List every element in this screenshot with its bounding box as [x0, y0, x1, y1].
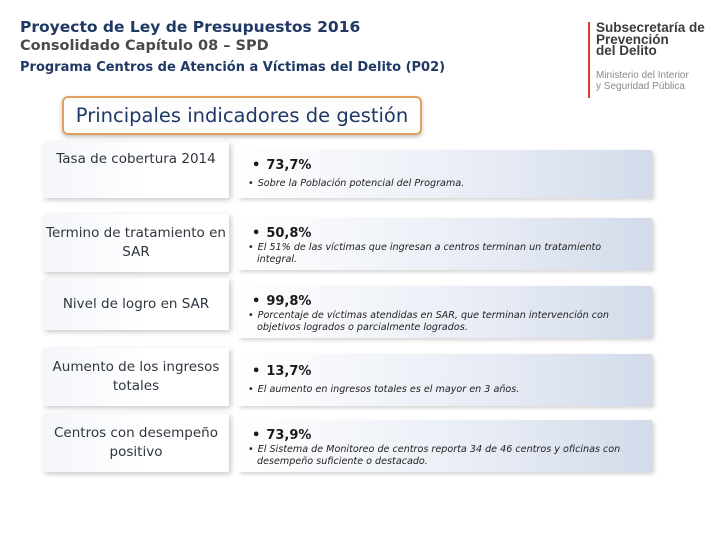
indicator-note: • El Sistema de Monitoreo de centros repo…	[248, 444, 621, 467]
indicator-note: • El 51% de las víctimas que ingresan a c…	[248, 242, 602, 265]
indicator-label: Nivel de logro en SAR	[62, 295, 210, 312]
indicator-detail-box: • 99,8% • Porcentaje de víctimas atendidas…	[238, 286, 652, 338]
indicator-label-box: Aumento de los ingresos totales	[43, 348, 229, 406]
indicator-label-box: Centros con desempeño positivo	[43, 414, 229, 472]
indicator-detail-box: • 73,9% • El Sistema de Monitoreo de centr…	[238, 420, 652, 472]
indicator-label: Aumento de los ingresos totales	[52, 359, 220, 394]
indicator-note: • Sobre la Población potencial del Progra…	[248, 178, 465, 189]
indicator-value: • 99,8%	[252, 294, 312, 309]
indicator-note: • Porcentaje de víctimas atendidas en SAR…	[248, 310, 610, 333]
indicator-label-box: Termino de tratamiento en SAR	[43, 214, 229, 272]
indicator-value: • 50,8%	[252, 226, 312, 241]
logo-name: Subsecretaría de Prevención del Delito	[596, 20, 705, 58]
indicator-detail-box: • 73,7% • Sobre la Población potencial del…	[238, 150, 652, 198]
header: Proyecto de Ley de Presupuestos 2016 Con…	[20, 18, 445, 77]
section-title-box: Principales indicadores de gestión	[62, 96, 422, 135]
indicator-label-box: Tasa de cobertura 2014	[43, 142, 229, 198]
indicator-value: • 73,9%	[252, 428, 312, 443]
indicator-detail-box: • 13,7% • El aumento en ingresos totales e…	[238, 354, 652, 406]
section-title: Principales indicadores de gestión	[75, 104, 409, 127]
indicator-label: Termino de tratamiento en SAR	[46, 225, 226, 260]
page-title: Proyecto de Ley de Presupuestos 2016	[20, 18, 361, 36]
program-name: Programa Centros de Atención a Víctimas …	[20, 60, 446, 75]
indicator-label: Tasa de cobertura 2014	[56, 151, 216, 167]
logo-ministry: Ministerio del Interior y Seguridad Públ…	[596, 70, 689, 92]
indicator-label: Centros con desempeño positivo	[53, 425, 218, 460]
indicator-detail-box: • 50,8% • El 51% de las víctimas que ingre…	[238, 218, 652, 270]
page-subtitle: Consolidado Capítulo 08 – SPD	[20, 38, 269, 54]
indicator-label-box: Nivel de logro en SAR	[43, 278, 229, 330]
logo-accent-bar	[588, 22, 590, 98]
indicator-value: • 73,7%	[252, 158, 312, 173]
indicator-value: • 13,7%	[252, 364, 312, 379]
indicator-note: • El aumento en ingresos totales es el ma…	[248, 384, 520, 395]
